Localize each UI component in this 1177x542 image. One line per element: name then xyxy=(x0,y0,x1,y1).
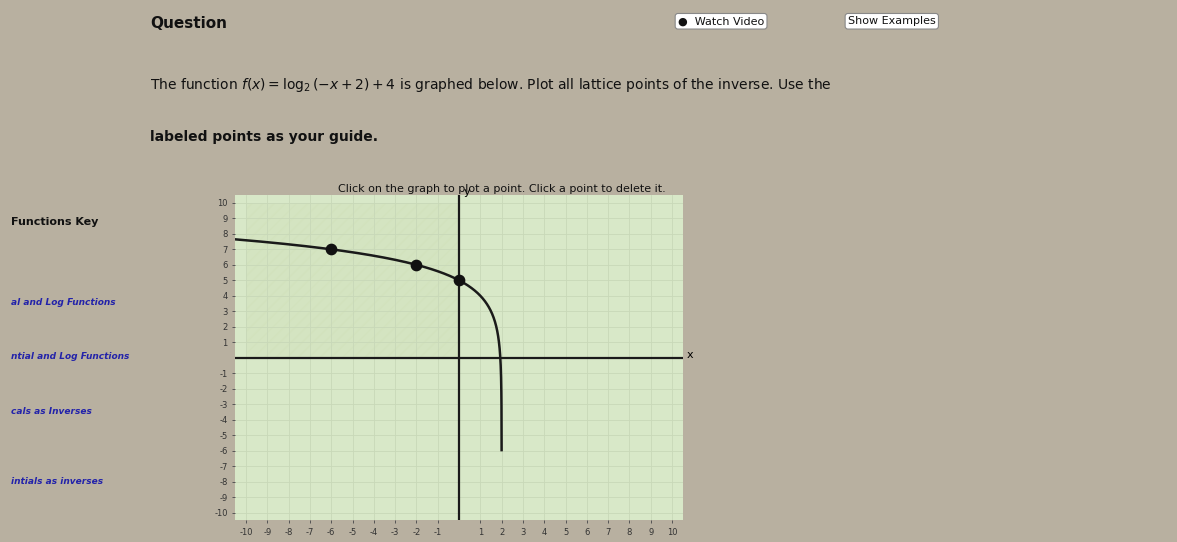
Text: Question: Question xyxy=(151,16,227,31)
Text: cals as Inverses: cals as Inverses xyxy=(12,406,92,416)
Text: Click on the graph to plot a point. Click a point to delete it.: Click on the graph to plot a point. Clic… xyxy=(338,184,666,194)
Text: Show Examples: Show Examples xyxy=(847,16,936,26)
Text: ●  Watch Video: ● Watch Video xyxy=(678,16,764,26)
Point xyxy=(407,261,426,269)
Text: ntial and Log Functions: ntial and Log Functions xyxy=(12,352,129,362)
Polygon shape xyxy=(246,203,459,358)
Point xyxy=(321,245,340,254)
Point xyxy=(450,276,468,285)
Text: labeled points as your guide.: labeled points as your guide. xyxy=(151,130,378,144)
Text: x: x xyxy=(687,350,693,360)
Text: al and Log Functions: al and Log Functions xyxy=(12,298,115,307)
Text: y: y xyxy=(464,187,470,197)
Text: Functions Key: Functions Key xyxy=(12,217,99,227)
Text: intials as inverses: intials as inverses xyxy=(12,477,104,486)
Text: The function $f(x) = \log_2(-x+2)+4$ is graphed below. Plot all lattice points o: The function $f(x) = \log_2(-x+2)+4$ is … xyxy=(151,76,832,94)
